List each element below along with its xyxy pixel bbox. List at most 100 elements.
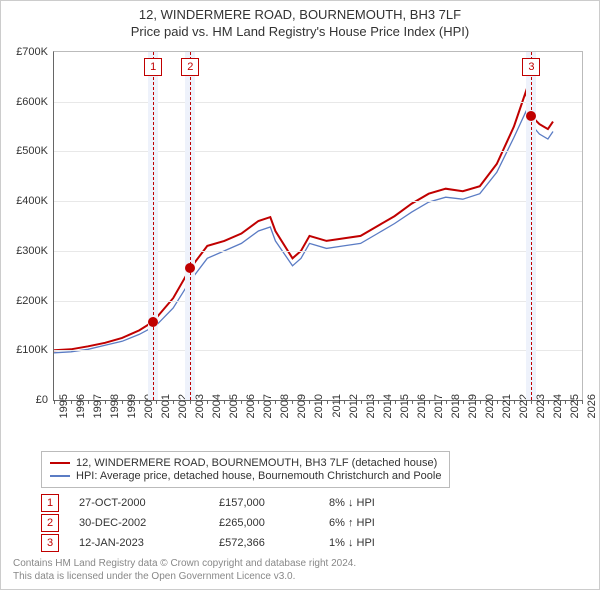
chart-lines xyxy=(54,52,582,400)
event-line xyxy=(190,52,191,400)
x-tick xyxy=(344,400,345,404)
event-price-3: £572,366 xyxy=(219,537,309,549)
x-axis-label: 2001 xyxy=(160,394,172,434)
x-axis-label: 2008 xyxy=(279,394,291,434)
x-axis-label: 2009 xyxy=(296,394,308,434)
footer: Contains HM Land Registry data © Crown c… xyxy=(13,558,356,583)
event-date-2: 30-DEC-2002 xyxy=(79,517,199,529)
x-tick xyxy=(139,400,140,404)
x-tick xyxy=(275,400,276,404)
x-axis-label: 1999 xyxy=(126,394,138,434)
event-box-2: 2 xyxy=(41,514,59,532)
title-line1: 12, WINDERMERE ROAD, BOURNEMOUTH, BH3 7L… xyxy=(1,7,599,22)
gridline-h xyxy=(54,251,582,252)
x-axis-label: 1995 xyxy=(58,394,70,434)
y-axis-label: £400K xyxy=(4,195,48,207)
x-tick xyxy=(224,400,225,404)
gridline-h xyxy=(54,201,582,202)
event-marker-dot xyxy=(185,263,195,273)
x-tick xyxy=(207,400,208,404)
x-axis-label: 2000 xyxy=(143,394,155,434)
x-axis-label: 2012 xyxy=(348,394,360,434)
event-price-2: £265,000 xyxy=(219,517,309,529)
x-axis-label: 2024 xyxy=(552,394,564,434)
x-tick xyxy=(54,400,55,404)
x-tick xyxy=(88,400,89,404)
x-axis-label: 2005 xyxy=(228,394,240,434)
x-tick xyxy=(292,400,293,404)
event-hpi-2: 6% ↑ HPI xyxy=(329,517,419,529)
x-tick xyxy=(156,400,157,404)
event-row-1: 1 27-OCT-2000 £157,000 8% ↓ HPI xyxy=(41,493,419,513)
y-axis-label: £100K xyxy=(4,344,48,356)
series-line-property xyxy=(54,92,553,351)
x-tick xyxy=(548,400,549,404)
x-axis-label: 2022 xyxy=(518,394,530,434)
legend: 12, WINDERMERE ROAD, BOURNEMOUTH, BH3 7L… xyxy=(41,451,450,488)
event-line xyxy=(153,52,154,400)
x-axis-label: 2014 xyxy=(382,394,394,434)
series-line-hpi xyxy=(54,112,553,353)
event-marker-dot xyxy=(148,317,158,327)
x-tick xyxy=(395,400,396,404)
x-axis-label: 2018 xyxy=(450,394,462,434)
x-axis-label: 2019 xyxy=(467,394,479,434)
x-tick xyxy=(105,400,106,404)
x-tick xyxy=(463,400,464,404)
x-axis-label: 2017 xyxy=(433,394,445,434)
x-axis-label: 2013 xyxy=(365,394,377,434)
y-axis-label: £500K xyxy=(4,145,48,157)
x-axis-label: 1997 xyxy=(92,394,104,434)
x-axis-label: 2002 xyxy=(177,394,189,434)
x-tick xyxy=(309,400,310,404)
x-axis-label: 2007 xyxy=(262,394,274,434)
x-axis-label: 2004 xyxy=(211,394,223,434)
x-tick xyxy=(480,400,481,404)
legend-row-hpi: HPI: Average price, detached house, Bour… xyxy=(50,470,441,482)
x-axis-label: 1996 xyxy=(75,394,87,434)
events-table: 1 27-OCT-2000 £157,000 8% ↓ HPI 2 30-DEC… xyxy=(41,493,419,553)
x-tick xyxy=(412,400,413,404)
x-tick xyxy=(429,400,430,404)
x-tick xyxy=(258,400,259,404)
gridline-h xyxy=(54,301,582,302)
titles: 12, WINDERMERE ROAD, BOURNEMOUTH, BH3 7L… xyxy=(1,1,599,39)
x-tick xyxy=(190,400,191,404)
title-line2: Price paid vs. HM Land Registry's House … xyxy=(1,24,599,39)
x-axis-label: 2011 xyxy=(331,394,343,434)
event-date-1: 27-OCT-2000 xyxy=(79,497,199,509)
y-axis-label: £600K xyxy=(4,96,48,108)
event-box-1: 1 xyxy=(41,494,59,512)
x-tick xyxy=(565,400,566,404)
event-hpi-1: 8% ↓ HPI xyxy=(329,497,419,509)
x-tick xyxy=(241,400,242,404)
x-axis-label: 2015 xyxy=(399,394,411,434)
event-price-1: £157,000 xyxy=(219,497,309,509)
x-axis-label: 2006 xyxy=(245,394,257,434)
x-tick xyxy=(361,400,362,404)
x-tick xyxy=(327,400,328,404)
y-axis-label: £700K xyxy=(4,46,48,58)
event-marker-dot xyxy=(526,111,536,121)
x-axis-label: 2003 xyxy=(194,394,206,434)
y-axis-label: £0 xyxy=(4,394,48,406)
x-tick xyxy=(582,400,583,404)
x-tick xyxy=(378,400,379,404)
gridline-h xyxy=(54,350,582,351)
x-axis-label: 2026 xyxy=(586,394,598,434)
legend-swatch-property xyxy=(50,462,70,464)
footer-line1: Contains HM Land Registry data © Crown c… xyxy=(13,558,356,571)
event-number-box: 1 xyxy=(144,58,162,76)
footer-line2: This data is licensed under the Open Gov… xyxy=(13,571,356,584)
event-hpi-3: 1% ↓ HPI xyxy=(329,537,419,549)
x-axis-label: 2016 xyxy=(416,394,428,434)
event-number-box: 2 xyxy=(181,58,199,76)
chart-container: 12, WINDERMERE ROAD, BOURNEMOUTH, BH3 7L… xyxy=(0,0,600,590)
event-number-box: 3 xyxy=(522,58,540,76)
chart-area: £0£100K£200K£300K£400K£500K£600K£700K199… xyxy=(53,51,583,401)
x-tick xyxy=(71,400,72,404)
x-axis-label: 2023 xyxy=(535,394,547,434)
x-tick xyxy=(122,400,123,404)
event-date-3: 12-JAN-2023 xyxy=(79,537,199,549)
x-axis-label: 2010 xyxy=(313,394,325,434)
